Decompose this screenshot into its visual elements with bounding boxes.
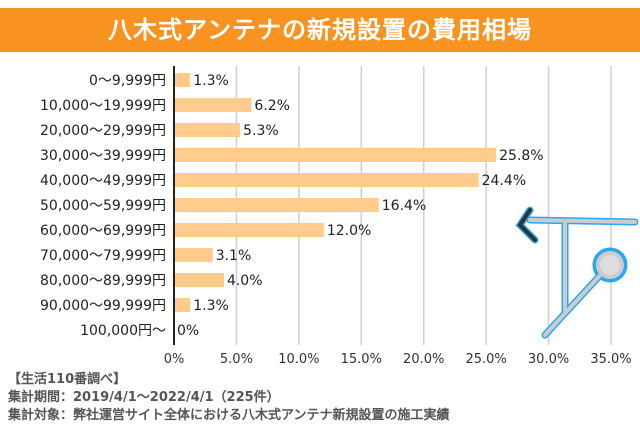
category-label: 50,000～59,999円	[40, 198, 166, 214]
bar	[174, 173, 479, 187]
x-tick-label: 5.0%	[220, 352, 253, 367]
data-label: 3.1%	[216, 248, 252, 264]
category-label: 30,000～39,999円	[40, 148, 166, 164]
data-label: 16.4%	[382, 198, 426, 214]
x-tick-label: 15.0%	[341, 352, 382, 367]
x-tick-label: 35.0%	[590, 352, 631, 367]
bar	[174, 123, 241, 137]
data-label: 0%	[177, 323, 199, 339]
data-label: 25.8%	[499, 148, 543, 164]
target-note: 集計対象：弊社運営サイト全体における八木式アンテナ新規設置の施工実績	[8, 408, 450, 423]
data-label: 6.2%	[254, 98, 290, 114]
data-label: 12.0%	[327, 223, 371, 239]
x-tick-label: 25.0%	[465, 352, 506, 367]
bar	[174, 198, 379, 212]
source-note: 【生活110番調べ】	[8, 372, 127, 387]
bar	[174, 223, 324, 237]
x-tick-label: 10.0%	[278, 352, 319, 367]
category-label: 10,000～19,999円	[40, 98, 166, 114]
data-label: 24.4%	[482, 173, 526, 189]
period-note: 集計期間：2019/4/1～2022/4/1（225件）	[8, 390, 280, 405]
bar	[174, 248, 213, 262]
bar	[174, 148, 497, 162]
data-label: 1.3%	[193, 73, 229, 89]
category-label: 60,000～69,999円	[40, 223, 166, 239]
antenna-wrench-icon	[515, 206, 639, 339]
bar	[174, 73, 191, 87]
chart-title: 八木式アンテナの新規設置の費用相場	[0, 8, 640, 52]
data-label: 4.0%	[227, 273, 263, 289]
x-tick-label: 20.0%	[403, 352, 444, 367]
bar	[174, 273, 224, 287]
bar	[174, 298, 191, 312]
category-label: 40,000～49,999円	[40, 173, 166, 189]
category-label: 100,000円～	[80, 323, 166, 339]
category-label: 80,000～89,999円	[40, 273, 166, 289]
category-label: 70,000～79,999円	[40, 248, 166, 264]
x-tick-label: 30.0%	[528, 352, 569, 367]
data-label: 5.3%	[243, 123, 279, 139]
data-label: 1.3%	[193, 298, 229, 314]
category-label: 90,000～99,999円	[40, 298, 166, 314]
category-label: 20,000～29,999円	[40, 123, 166, 139]
category-label: 0～9,999円	[89, 73, 166, 89]
bar	[174, 98, 252, 112]
x-tick-label: 0%	[164, 352, 185, 367]
